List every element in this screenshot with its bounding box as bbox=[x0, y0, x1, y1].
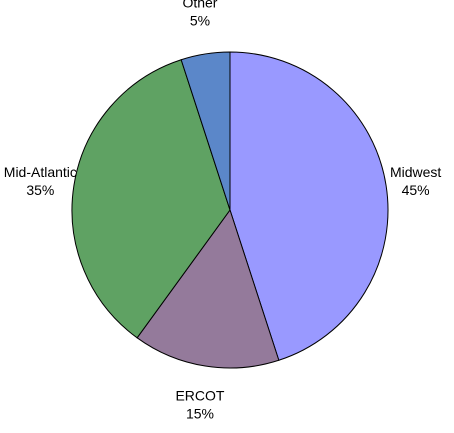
slice-label-midwest: Midwest bbox=[390, 164, 441, 180]
slice-value-ercot: 15% bbox=[186, 406, 214, 422]
slice-label-mid-atlantic: Mid-Atlantic bbox=[4, 164, 77, 180]
pie-slice-ercot bbox=[136, 208, 280, 369]
slice-value-other: 5% bbox=[190, 12, 210, 28]
pie-slice-mid-atlantic bbox=[71, 59, 231, 339]
pie-slice-other bbox=[180, 51, 231, 211]
slice-value-midwest: 45% bbox=[402, 182, 430, 198]
slice-value-mid-atlantic: 35% bbox=[26, 182, 54, 198]
pie-slice-midwest bbox=[229, 51, 389, 361]
slice-label-other: Other bbox=[182, 0, 217, 10]
slice-label-ercot: ERCOT bbox=[175, 388, 224, 404]
